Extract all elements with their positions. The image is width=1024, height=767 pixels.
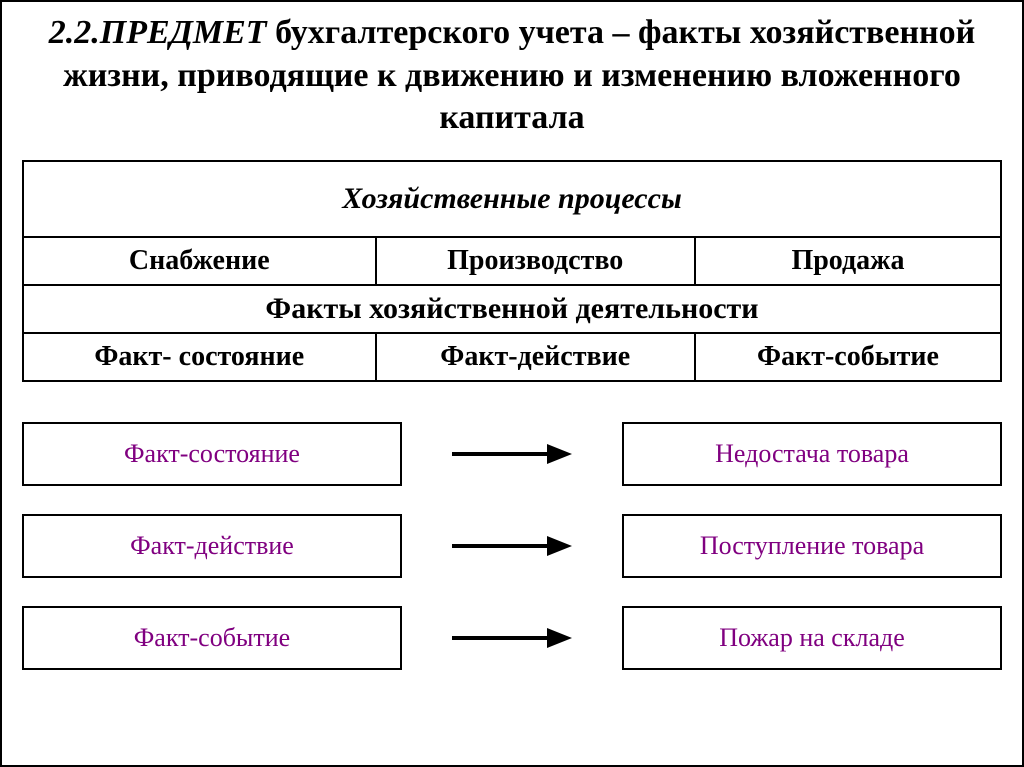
fact-pairs: Факт-состояние Недостача товара Факт-дей… (22, 422, 1002, 670)
fact-type-label: Факт-состояние (124, 439, 300, 469)
pair-row: Факт-состояние Недостача товара (22, 422, 1002, 486)
arrow-icon (432, 534, 592, 558)
fact-type-box: Факт-состояние (22, 422, 402, 486)
fact-example-label: Недостача товара (715, 439, 909, 469)
fact-example-box: Поступление товара (622, 514, 1002, 578)
table-header-2: Факты хозяйственной деятельности (23, 285, 1001, 333)
fact-example-box: Пожар на складе (622, 606, 1002, 670)
table-cell: Факт-событие (695, 333, 1001, 381)
table-header-1: Хозяйственные процессы (23, 161, 1001, 237)
fact-example-label: Поступление товара (700, 531, 924, 561)
table-cell: Факт-действие (376, 333, 695, 381)
fact-type-box: Факт-действие (22, 514, 402, 578)
arrow-icon (432, 626, 592, 650)
page-title: 2.2.ПРЕДМЕТ бухгалтерского учета – факты… (22, 12, 1002, 140)
fact-example-box: Недостача товара (622, 422, 1002, 486)
table-cell: Факт- состояние (23, 333, 376, 381)
fact-type-label: Факт-событие (134, 623, 290, 653)
processes-table: Хозяйственные процессы Снабжение Произво… (22, 160, 1002, 382)
pair-row: Факт-событие Пожар на складе (22, 606, 1002, 670)
table-cell: Продажа (695, 237, 1001, 285)
arrow-icon (432, 442, 592, 466)
table-cell: Снабжение (23, 237, 376, 285)
fact-type-box: Факт-событие (22, 606, 402, 670)
title-prefix: 2.2.ПРЕДМЕТ (49, 14, 267, 51)
pair-row: Факт-действие Поступление товара (22, 514, 1002, 578)
table-cell: Производство (376, 237, 695, 285)
fact-example-label: Пожар на складе (719, 623, 905, 653)
fact-type-label: Факт-действие (130, 531, 294, 561)
